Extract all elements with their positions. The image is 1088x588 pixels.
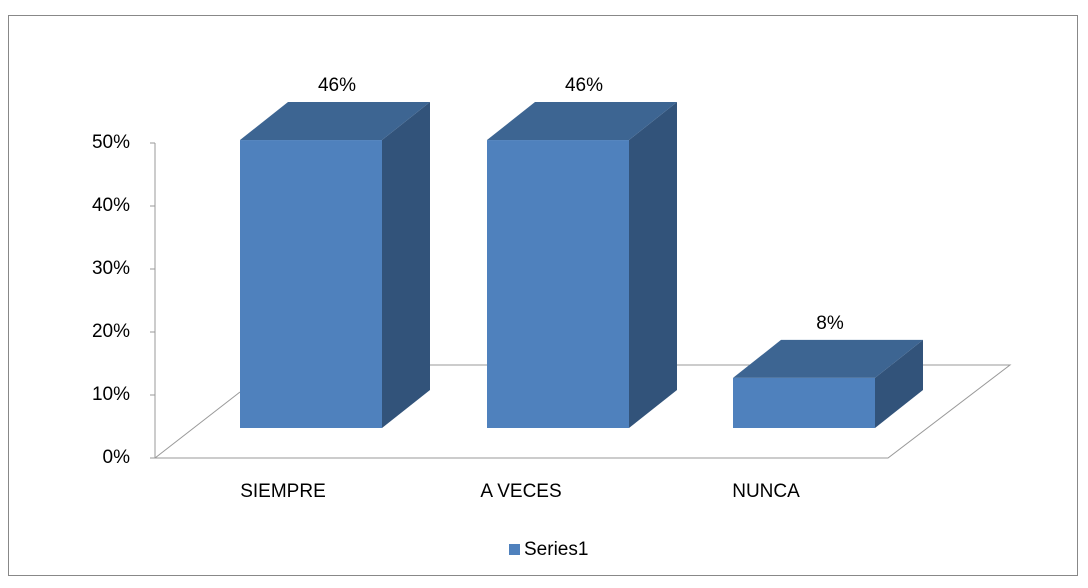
bar (733, 377, 875, 428)
y-tick-label: 10% (92, 384, 130, 405)
x-tick-label: NUNCA (732, 481, 800, 502)
bar-side (382, 102, 430, 428)
floor-edge (154, 391, 241, 459)
bar (487, 140, 629, 429)
y-tick-label: 0% (103, 447, 131, 468)
x-tick-label: SIEMPRE (240, 481, 326, 502)
data-label: 46% (318, 75, 356, 96)
y-tick-label: 40% (92, 195, 130, 216)
legend-label: Series1 (524, 539, 588, 560)
x-tick-label: A VECES (480, 481, 561, 502)
bar-top (487, 102, 677, 141)
y-tick-label: 20% (92, 321, 130, 342)
y-tick-label: 50% (92, 132, 130, 153)
bar-top (733, 339, 923, 378)
bar-side (629, 102, 677, 428)
y-tick-label: 30% (92, 258, 130, 279)
legend-swatch (509, 544, 520, 555)
data-label: 46% (565, 75, 603, 96)
bar-side (875, 339, 923, 428)
bar (240, 140, 382, 429)
bar-top (240, 102, 430, 141)
data-label: 8% (816, 313, 844, 334)
